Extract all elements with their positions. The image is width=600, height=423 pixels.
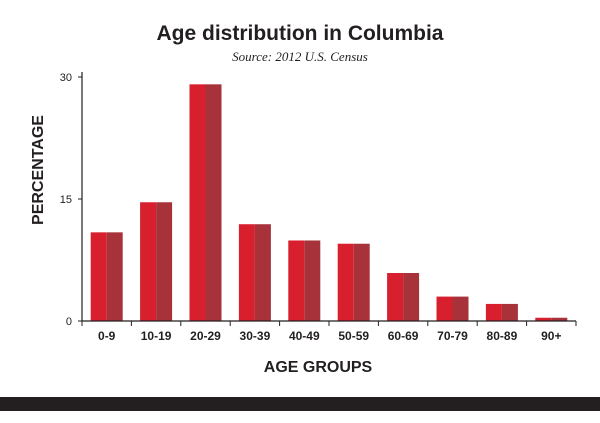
bar-right-face — [403, 273, 420, 321]
bar-left-face — [387, 273, 404, 321]
x-tick-label: 40-49 — [289, 329, 320, 343]
y-tick-label: 15 — [60, 194, 72, 206]
bar-left-face — [189, 84, 206, 321]
bar-right-face — [106, 232, 123, 321]
plot-area: 0 15 30 0-9 10-19 20-29 30-39 40-49 50-59 60-69 70… — [60, 72, 577, 343]
bar-60-69 — [387, 273, 420, 321]
bar-right-face — [501, 303, 518, 321]
bar-left-face — [337, 243, 354, 321]
x-tick-label: 10-19 — [141, 329, 172, 343]
bar-left-face — [238, 224, 255, 321]
bar-right-face — [452, 296, 469, 321]
bar-80-89 — [485, 303, 518, 321]
x-tick-label: 60-69 — [388, 329, 419, 343]
x-axis-label: AGE GROUPS — [264, 359, 373, 376]
bar-10-19 — [140, 202, 173, 321]
bar-right-face — [304, 240, 321, 321]
bar-30-39 — [238, 224, 271, 321]
bar-left-face — [535, 317, 552, 321]
bar-90+ — [535, 317, 568, 321]
bar-left-face — [485, 303, 502, 321]
bar-left-face — [90, 232, 107, 321]
chart-subtitle: Source: 2012 U.S. Census — [232, 49, 368, 64]
x-tick-label: 70-79 — [437, 329, 468, 343]
bar-right-face — [156, 202, 173, 321]
bar-left-face — [140, 202, 157, 321]
bar-right-face — [353, 243, 370, 321]
bar-right-face — [205, 84, 222, 321]
x-tick-label: 30-39 — [240, 329, 271, 343]
bar-50-59 — [337, 243, 370, 321]
y-tick-label: 0 — [66, 316, 72, 328]
y-axis-label: PERCENTAGE — [30, 115, 47, 225]
x-tick-label: 20-29 — [190, 329, 221, 343]
bar-0-9 — [90, 232, 123, 321]
chart-title: Age distribution in Columbia — [157, 22, 444, 45]
footer-bar — [0, 397, 600, 411]
bar-40-49 — [288, 240, 321, 321]
bar-left-face — [288, 240, 305, 321]
bar-right-face — [551, 317, 568, 321]
bar-70-79 — [436, 296, 469, 321]
x-tick-label: 0-9 — [98, 329, 116, 343]
y-tick-label: 30 — [60, 72, 72, 84]
x-tick-label: 90+ — [541, 329, 561, 343]
bar-left-face — [436, 296, 453, 321]
bar-20-29 — [189, 84, 222, 321]
x-tick-label: 50-59 — [338, 329, 369, 343]
x-tick-label: 80-89 — [487, 329, 518, 343]
bar-right-face — [254, 224, 271, 321]
